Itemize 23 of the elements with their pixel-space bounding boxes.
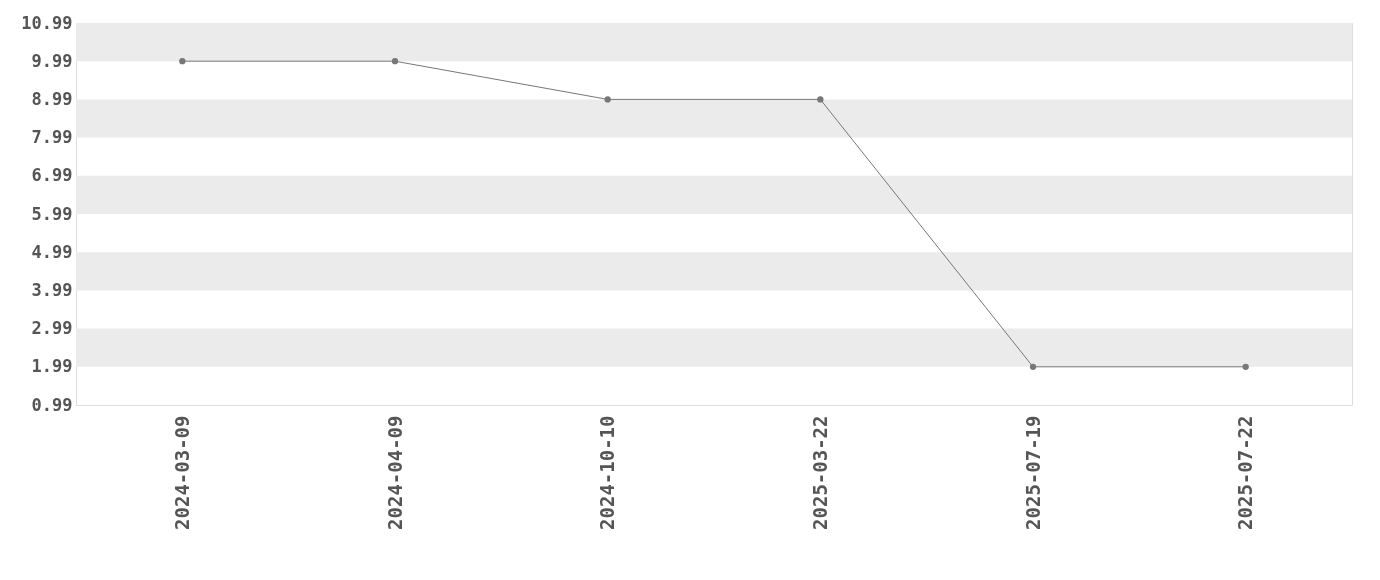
x-tick-label: 2025-07-22 bbox=[1234, 415, 1257, 530]
x-tick-label: 2025-03-22 bbox=[808, 415, 831, 530]
y-tick-label: 4.99 bbox=[31, 241, 73, 262]
y-tick-label: 0.99 bbox=[31, 394, 73, 415]
y-tick-label: 10.99 bbox=[21, 12, 73, 33]
y-tick-label: 2.99 bbox=[31, 318, 73, 339]
y-tick-label: 8.99 bbox=[31, 88, 73, 109]
x-tick-label: 2025-07-19 bbox=[1021, 415, 1044, 530]
point bbox=[1029, 363, 1037, 370]
y-tick-label: 3.99 bbox=[31, 279, 73, 300]
point bbox=[179, 58, 186, 65]
point bbox=[604, 96, 611, 103]
x-tick-label: 2024-04-09 bbox=[383, 415, 406, 530]
x-tick-label: 2024-03-09 bbox=[170, 415, 193, 530]
y-tick-label: 6.99 bbox=[31, 165, 73, 186]
y-tick-label: 1.99 bbox=[31, 356, 73, 377]
y-tick-label: 7.99 bbox=[31, 127, 73, 148]
point bbox=[391, 58, 399, 65]
y-tick-label: 9.99 bbox=[31, 50, 73, 71]
point bbox=[817, 96, 824, 103]
x-tick-label: 2024-10-10 bbox=[596, 415, 619, 530]
y-tick-label: 5.99 bbox=[31, 203, 73, 224]
point bbox=[1242, 363, 1249, 370]
